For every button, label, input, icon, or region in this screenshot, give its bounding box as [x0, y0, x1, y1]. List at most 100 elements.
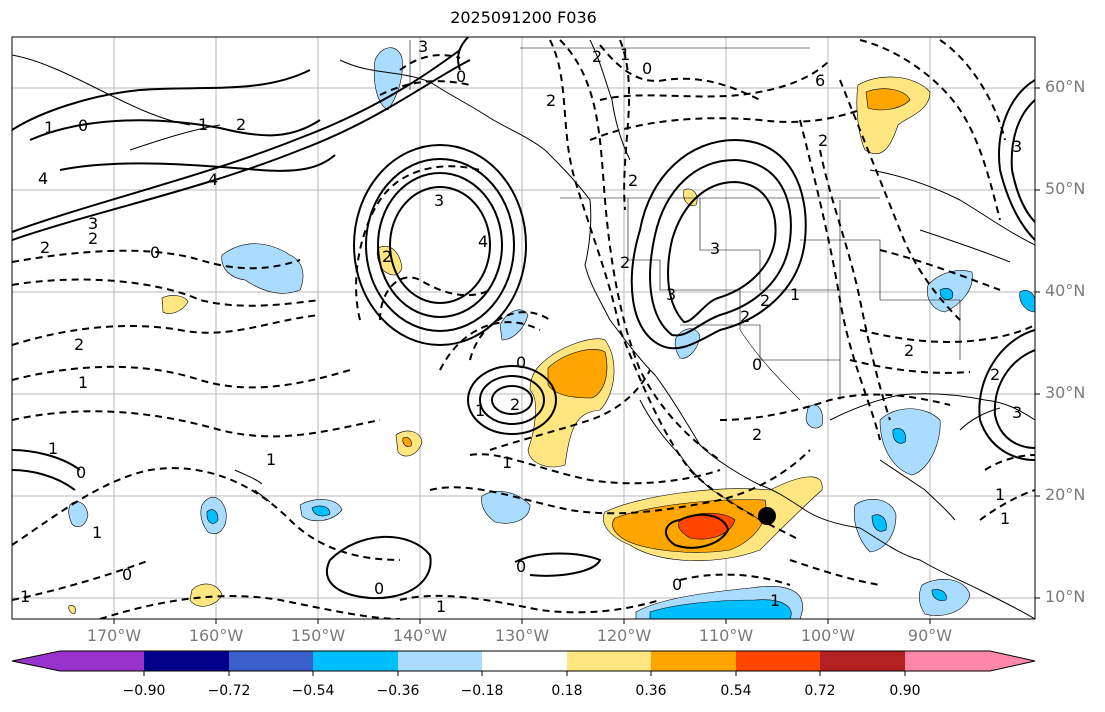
negative-anomaly-area [481, 491, 531, 524]
contour-label: 3 [710, 239, 720, 258]
colorbar-tick-label: 0.72 [804, 683, 836, 699]
contour-label: 2 [740, 307, 750, 326]
contour-label: 1 [1000, 509, 1010, 528]
contour-label: 4 [38, 169, 48, 188]
contour-label: 1 [790, 285, 800, 304]
colorbar-tick-label: −0.18 [460, 683, 504, 699]
contour-label: 3 [434, 191, 444, 210]
colorbar-segment [736, 651, 820, 671]
colorbar-segment [567, 651, 651, 671]
negative-anomaly-area [68, 501, 89, 527]
negative-anomaly-area [1019, 290, 1035, 313]
lon-ticks [113, 619, 931, 624]
colorbar-segment [905, 651, 1035, 671]
colorbar-tick-label: −0.54 [291, 683, 335, 699]
longitude-label: 130°W [494, 626, 550, 645]
contour-label: 2 [510, 395, 520, 414]
contour-label: 2 [990, 365, 1000, 384]
contour-label: 2 [592, 47, 602, 66]
contour-label: 0 [76, 463, 86, 482]
positive-anomaly-area [161, 295, 189, 314]
contour-label: 0 [642, 59, 652, 78]
dashed-contours [12, 39, 1035, 619]
contour-label: 0 [374, 579, 384, 598]
map-frame [11, 36, 1036, 620]
contour-label: 2 [546, 91, 556, 110]
contour-label: 1 [48, 439, 58, 458]
contour-label: 2 [88, 229, 98, 248]
longitude-label: 140°W [392, 626, 448, 645]
contour-label: 4 [208, 170, 218, 189]
negative-anomaly-area [373, 47, 403, 111]
colorbar-tick-label: −0.36 [376, 683, 420, 699]
negative-anomaly-area [871, 514, 887, 532]
map-title: 2025091200 F036 [450, 8, 597, 27]
contour-label: 6 [815, 71, 825, 90]
negative-anomaly-area [206, 509, 219, 524]
contour-label: 0 [150, 243, 160, 262]
contour-label: 1 [995, 485, 1005, 504]
contour-label: 3 [666, 285, 676, 304]
colorbar-segment [651, 651, 736, 671]
longitude-label: 110°W [698, 626, 754, 645]
lat-ticks [1035, 87, 1040, 599]
colorbar-segment [820, 651, 905, 671]
contour-label: 1 [266, 450, 276, 469]
positive-anomaly-area [856, 76, 931, 155]
latitude-label: 10°N [1045, 587, 1086, 606]
negative-anomaly-area [931, 589, 947, 601]
political-boundaries [409, 40, 961, 521]
positive-anomaly-area [68, 605, 76, 615]
contour-label: 4 [478, 232, 488, 251]
longitude-label: 90°W [907, 626, 953, 645]
contour-labels: 1 0 1 2 4 4 3 2 0 2 1 1 0 1 1 2 0 4 3 2 … [20, 37, 1022, 616]
contour-label: 0 [752, 355, 762, 374]
contour-label: 2 [40, 238, 50, 257]
longitude-label: 170°W [86, 626, 142, 645]
colorbar-tick-label: 0.54 [720, 683, 752, 699]
contour-label: 1 [44, 118, 54, 137]
colorbar-segment [313, 651, 398, 671]
station-marker [758, 507, 776, 525]
negative-anomaly-area [805, 404, 823, 429]
contour-label: 0 [122, 565, 132, 584]
contour-label: 1 [92, 523, 102, 542]
contour-label: 2 [760, 291, 770, 310]
positive-anomaly-area [376, 246, 403, 276]
latitude-label: 40°N [1045, 281, 1086, 300]
contour-label: 2 [620, 253, 630, 272]
contour-label: 3 [88, 214, 98, 233]
colorbar-segment [12, 651, 144, 671]
negative-anomaly-area [939, 288, 953, 300]
contour-label: 2 [74, 335, 84, 354]
contour-label: 0 [456, 67, 466, 86]
latitude-label: 50°N [1045, 179, 1086, 198]
contour-label: 0 [672, 575, 682, 594]
negative-anomaly-area [879, 408, 941, 476]
colorbar-outline [11, 650, 1036, 672]
negative-anomaly-area [311, 505, 331, 517]
longitude-label: 100°W [800, 626, 856, 645]
colorbar-segment [398, 651, 482, 671]
contour-label: 1 [78, 373, 88, 392]
contour-label: 2 [628, 171, 638, 190]
contour-label: 3 [1012, 403, 1022, 422]
colorbar-tick-label: 0.36 [635, 683, 667, 699]
positive-anomaly-area [865, 88, 911, 111]
longitude-label: 160°W [188, 626, 244, 645]
negative-anomaly-area [892, 428, 906, 444]
latitude-label: 30°N [1045, 383, 1086, 402]
contour-label: 2 [382, 247, 392, 266]
colorbar-tick-label: 0.90 [889, 683, 921, 699]
contour-label: 2 [236, 115, 246, 134]
negative-anomaly-area [649, 599, 792, 619]
colorbar-tick-label: 0.18 [551, 683, 583, 699]
positive-anomaly-area [189, 583, 223, 607]
contour-label: 2 [752, 425, 762, 444]
shaded-anomalies [68, 47, 1035, 619]
contour-label: 1 [502, 453, 512, 472]
latitude-label: 60°N [1045, 77, 1086, 96]
contour-label: 0 [516, 557, 526, 576]
latitude-label: 20°N [1045, 485, 1086, 504]
contour-label: 0 [516, 353, 526, 372]
